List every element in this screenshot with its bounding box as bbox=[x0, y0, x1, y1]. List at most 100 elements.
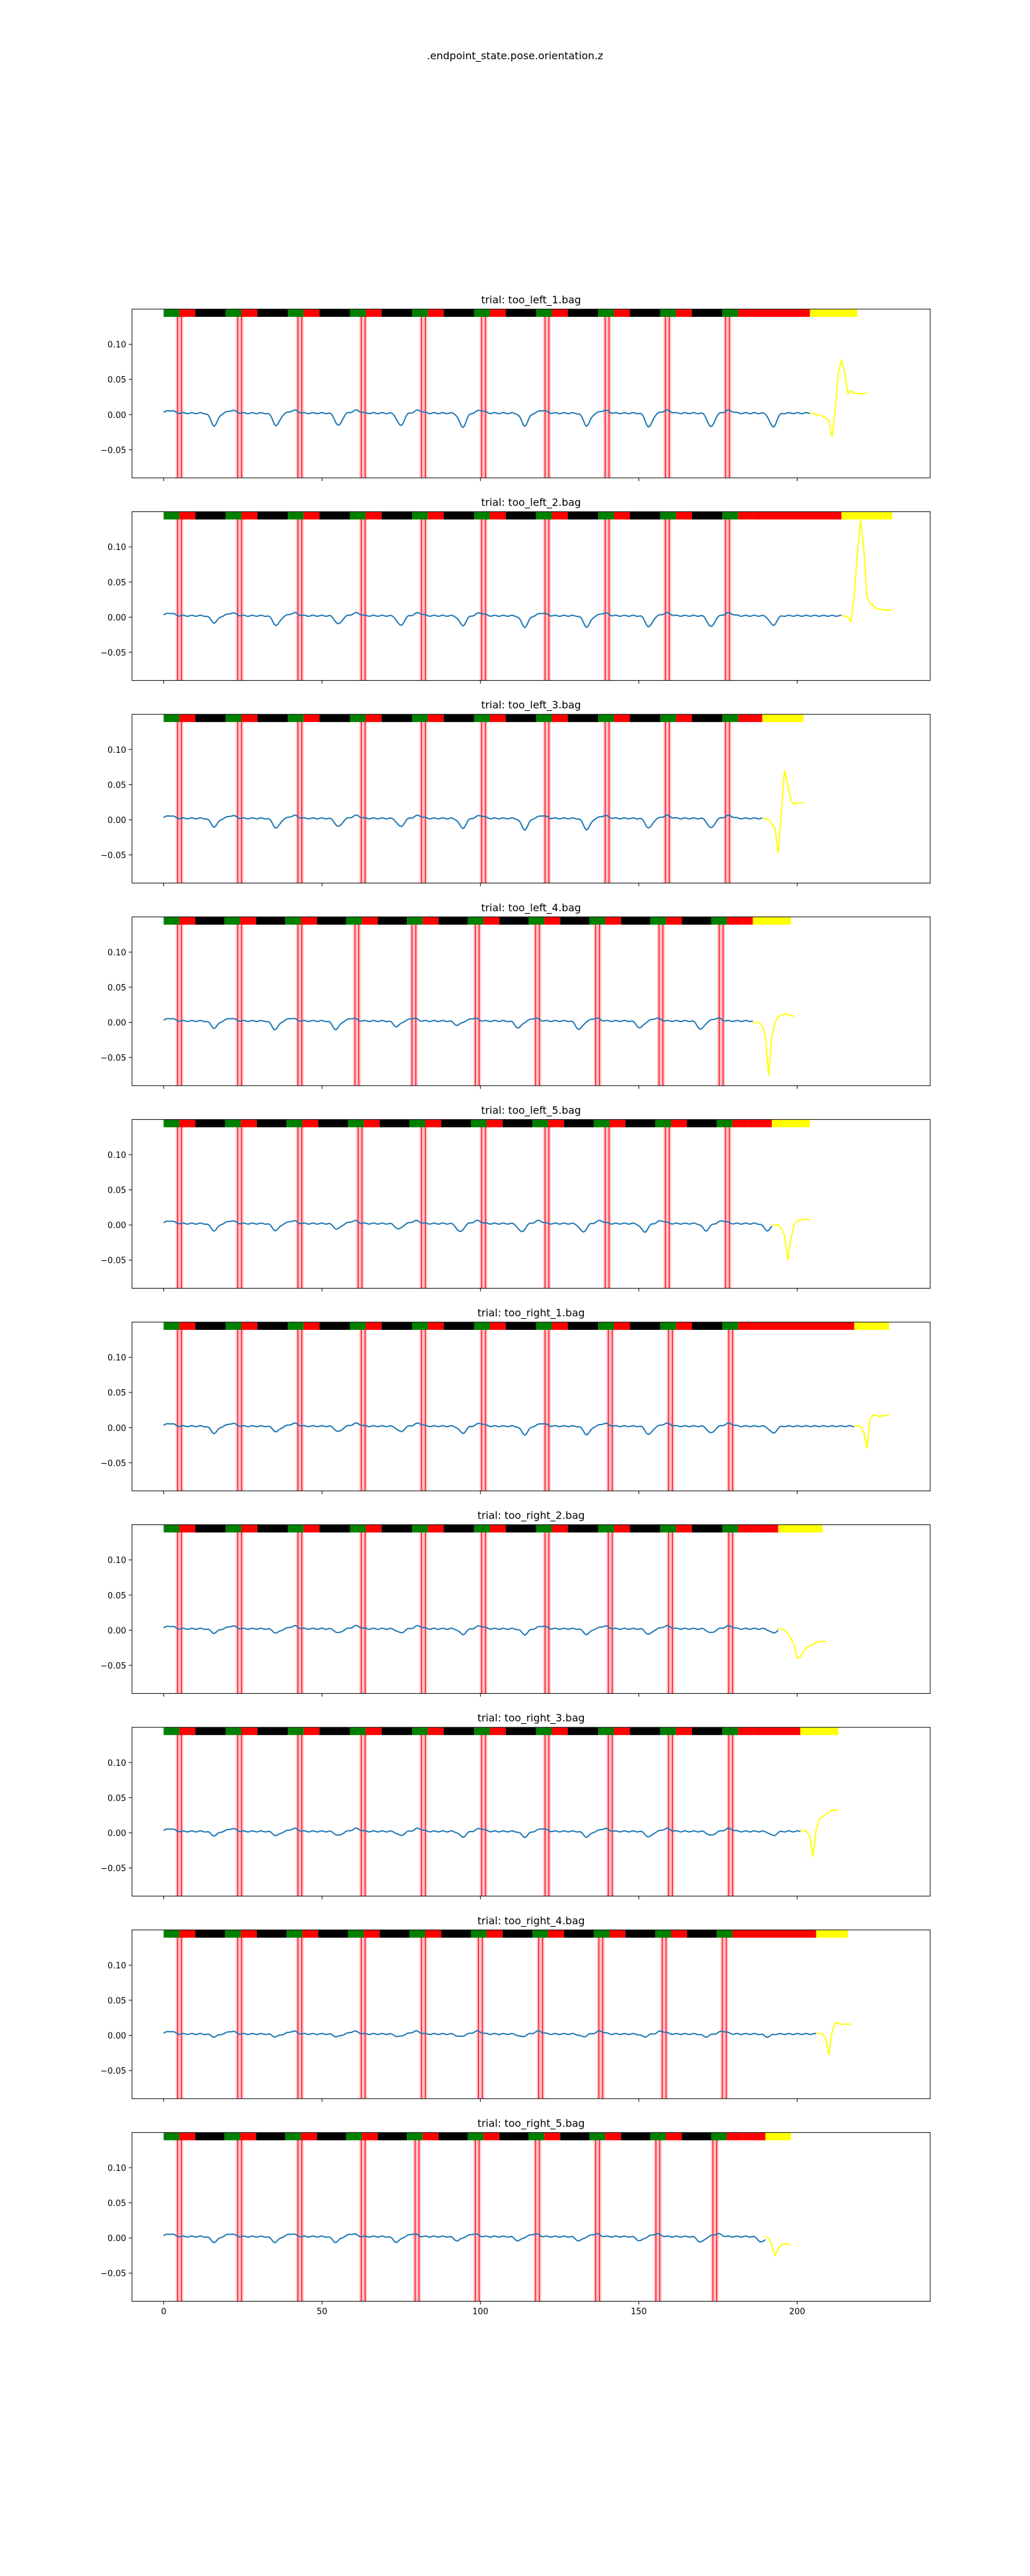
phase-band-segment bbox=[303, 1524, 320, 1533]
marker-span bbox=[727, 1524, 735, 1694]
phase-band-segment bbox=[598, 309, 614, 317]
phase-band-segment bbox=[317, 916, 346, 925]
phase-band-segment bbox=[346, 2132, 362, 2141]
series-tail-line bbox=[778, 1627, 826, 1660]
phase-band-segment bbox=[589, 2132, 606, 2141]
phase-band-segment bbox=[164, 1727, 180, 1736]
marker-span bbox=[543, 511, 551, 681]
axes-frame bbox=[131, 2132, 931, 2302]
marker-span bbox=[359, 511, 368, 681]
phase-band-segment bbox=[225, 309, 242, 317]
phase-band-segment bbox=[716, 1119, 733, 1128]
phase-band-segment bbox=[350, 309, 366, 317]
phase-band-segment bbox=[532, 1929, 548, 1938]
y-tick-label: −0.05 bbox=[100, 1256, 126, 1266]
phase-band-segment bbox=[490, 1524, 506, 1533]
marker-span bbox=[543, 1727, 551, 1897]
phase-band-segment bbox=[164, 1524, 180, 1533]
phase-band-segment bbox=[195, 1929, 225, 1938]
phase-band-segment bbox=[738, 309, 754, 317]
phase-band-segment bbox=[224, 2132, 241, 2141]
phase-band-segment bbox=[225, 511, 242, 520]
marker-span bbox=[236, 1727, 244, 1897]
phase-band-segment bbox=[303, 309, 320, 317]
phase-band-segment bbox=[650, 2132, 666, 2141]
phase-band-segment bbox=[589, 916, 606, 925]
phase-band-segment bbox=[225, 714, 242, 723]
phase-band-segment bbox=[544, 916, 561, 925]
y-tick-label: −0.05 bbox=[100, 1459, 126, 1468]
phase-band-segment bbox=[754, 309, 810, 317]
phase-band-segment bbox=[257, 511, 288, 520]
y-tick-label: 0.05 bbox=[108, 1591, 126, 1601]
phase-band-segment bbox=[241, 1119, 257, 1128]
subplot-10: trial: too_right_5.bag 0.10 0.05 0.00 −0.05 0… bbox=[100, 2117, 931, 2316]
subplot-1: trial: too_left_1.bag 0.10 0.05 0.00 −0.05 bbox=[100, 294, 931, 481]
phase-band-segment bbox=[691, 1322, 723, 1330]
series-signal-line bbox=[163, 409, 810, 429]
phase-band-segment bbox=[738, 1524, 754, 1533]
series-tail-line bbox=[762, 770, 804, 854]
phase-band-segment bbox=[536, 1727, 552, 1736]
phase-band-segment bbox=[536, 1322, 552, 1330]
y-tick-label: 0.05 bbox=[108, 983, 126, 993]
phase-band-segment bbox=[409, 1119, 426, 1128]
marker-span bbox=[480, 1727, 488, 1897]
phase-band-segment bbox=[225, 1929, 241, 1938]
phase-band-segment bbox=[427, 714, 444, 723]
phase-band-segment bbox=[286, 1119, 303, 1128]
phase-band-segment bbox=[613, 309, 630, 317]
phase-band-segment bbox=[179, 511, 196, 520]
phase-band-segment bbox=[594, 1929, 610, 1938]
phase-band-segment bbox=[379, 1119, 410, 1128]
phase-band-segment bbox=[722, 1322, 738, 1330]
phase-band-segment bbox=[682, 916, 711, 925]
phase-band-segment bbox=[732, 1119, 749, 1128]
phase-band-segment bbox=[630, 1727, 660, 1736]
phase-band-segment bbox=[529, 2132, 545, 2141]
phase-band-segment bbox=[655, 1929, 671, 1938]
phase-band-segment bbox=[256, 1929, 287, 1938]
y-tick-label: 0.05 bbox=[108, 1388, 126, 1398]
phase-band-segment bbox=[409, 1929, 426, 1938]
y-tick-label: 0.05 bbox=[108, 2199, 126, 2209]
marker-span bbox=[295, 1929, 304, 2099]
phase-band-segment bbox=[630, 1524, 660, 1533]
marker-span bbox=[175, 2132, 183, 2302]
subplot-title: trial: too_left_2.bag bbox=[481, 497, 581, 509]
marker-span bbox=[724, 1119, 731, 1289]
marker-span bbox=[175, 1524, 183, 1694]
y-tick-label: 0.05 bbox=[108, 781, 126, 790]
phase-band-segment bbox=[164, 1119, 180, 1128]
marker-span bbox=[236, 2132, 244, 2302]
marker-span bbox=[419, 1929, 427, 2099]
phase-band-segment bbox=[381, 1322, 412, 1330]
phase-band-segment bbox=[754, 511, 842, 520]
marker-span bbox=[295, 916, 304, 1086]
series-signal-line bbox=[163, 1827, 801, 1839]
y-tick-label: 0.05 bbox=[108, 1996, 126, 2006]
phase-band-segment bbox=[225, 1322, 242, 1330]
phase-band-segment bbox=[381, 1524, 412, 1533]
y-tick-label: 0.00 bbox=[108, 411, 126, 421]
axes-frame bbox=[131, 1727, 931, 1897]
phase-band-segment bbox=[364, 1119, 380, 1128]
phase-band-segment bbox=[241, 1727, 258, 1736]
marker-span bbox=[236, 714, 244, 884]
phase-band-segment bbox=[487, 1119, 503, 1128]
phase-band-segment bbox=[691, 1727, 723, 1736]
axes-frame bbox=[131, 308, 931, 478]
phase-band-segment bbox=[505, 1524, 536, 1533]
phase-band-segment bbox=[444, 714, 474, 723]
phase-band-segment bbox=[687, 1119, 717, 1128]
marker-span bbox=[359, 1929, 368, 2099]
phase-band-segment bbox=[660, 714, 677, 723]
phase-band-segment bbox=[732, 1929, 749, 1938]
subplot-title: trial: too_left_3.bag bbox=[481, 699, 581, 712]
marker-span bbox=[419, 714, 427, 884]
phase-band-segment bbox=[505, 1727, 536, 1736]
series-tail-line bbox=[841, 520, 892, 623]
phase-band-segment bbox=[467, 916, 484, 925]
phase-band-segment bbox=[568, 1727, 599, 1736]
x-tick-label: 0 bbox=[161, 2307, 166, 2316]
